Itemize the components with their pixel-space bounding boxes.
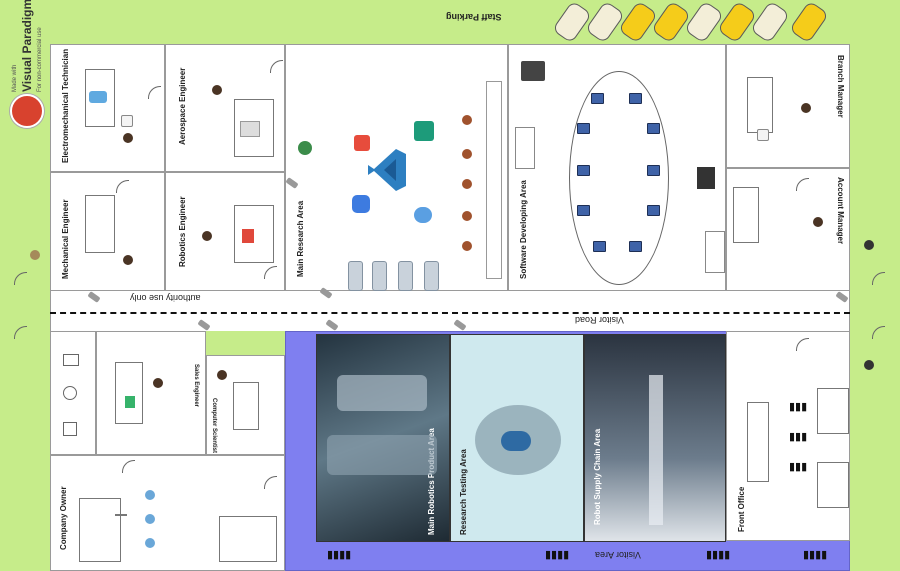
sofa [817,462,849,508]
robot-supply-chain-area: Robot Supply Chain Area [584,334,726,542]
crowd-icon: ▮▮▮ [789,401,808,413]
car-icon [617,0,659,44]
crowd-icon: ▮▮▮▮ [327,549,352,561]
computer-desk [219,516,277,562]
door-icon [796,178,809,191]
research-testing-area: Research Testing Area [450,334,584,542]
car-icon [551,0,593,44]
room-sales-engineer: Sales Engineer [96,331,206,455]
person-icon [123,255,133,265]
authority-road-label: authority use only [130,293,201,303]
room-restrooms [50,331,96,455]
room-aerospace-engineer: Aerospace Engineer [165,44,285,172]
car-icon [584,0,626,44]
crowd-icon: ▮▮▮▮ [803,549,828,561]
crowd-icon: ▮▮▮▮ [545,549,570,561]
sofa [515,127,535,169]
crowd-icon: ▮▮▮ [789,461,808,473]
person-icon [801,103,811,113]
door-icon [122,460,135,473]
person-icon [217,370,227,380]
door-icon [270,60,283,73]
door-icon [872,272,885,285]
door-icon [14,272,27,285]
car-icon [683,0,725,44]
room-electromechanical-technician: Electromechanical Technician [50,44,165,172]
crowd-icon: ▮▮▮ [789,431,808,443]
door-icon [14,326,27,339]
car-icon [749,0,791,44]
room-branch-manager: Branch Manager [726,44,850,168]
globe-icon [298,141,312,155]
road-center-line [50,312,850,314]
vs-logo-icon [366,147,408,193]
person-icon [864,360,874,370]
front-office: Front Office ▮▮▮ ▮▮▮ ▮▮▮ [726,331,850,541]
cloud-icon [414,121,434,141]
server-tower-icon [697,167,715,189]
person-icon [864,240,874,250]
person-icon [212,85,222,95]
door-icon [796,338,809,351]
watermark-note: For non-commercial use [37,27,43,92]
room-account-manager: Account Manager [726,168,850,291]
room-robotics-engineer: Robotics Engineer [165,172,285,291]
door-icon [116,180,129,193]
door-icon [264,266,277,279]
person-icon [153,378,163,388]
board-table [115,514,127,516]
sofa [705,231,725,273]
brain-icon [414,207,432,223]
room-computer-scientist: Computer Scientist [206,355,285,455]
road [50,291,850,331]
hexagon-icon [352,195,370,213]
azure-icon [354,135,370,151]
room-mechanical-engineer: Mechanical Engineer [50,172,165,291]
person-icon [30,250,40,260]
door-icon [148,86,161,99]
person-icon [202,231,212,241]
room-company-owner: Company Owner [50,455,285,571]
research-bench [486,81,502,279]
visitor-area-label: Visitor Area [595,550,641,560]
car-icon [716,0,758,44]
visual-paradigm-watermark: Made with Visual Paradigm For non-commer… [6,0,50,130]
software-developing-area: Software Developing Area [508,44,726,291]
car-icon [650,0,692,44]
main-robotics-product-area: Main Robotics Product Area [316,334,450,542]
sofa [817,388,849,434]
door-icon [872,326,885,339]
watermark-brand: Visual Paradigm [20,0,34,92]
watermark-made-with: Made with [12,64,18,92]
printer-icon [521,61,545,81]
door-icon [264,476,277,489]
person-icon [123,133,133,143]
crowd-icon: ▮▮▮▮ [706,549,731,561]
visitor-road-label: Visitor Road [575,315,624,325]
person-icon [813,217,823,227]
main-research-area: Main Research Area [285,44,508,291]
meeting-table [569,71,669,285]
staff-parking-label: Staff Parking [446,12,502,22]
car-icon [788,0,830,44]
